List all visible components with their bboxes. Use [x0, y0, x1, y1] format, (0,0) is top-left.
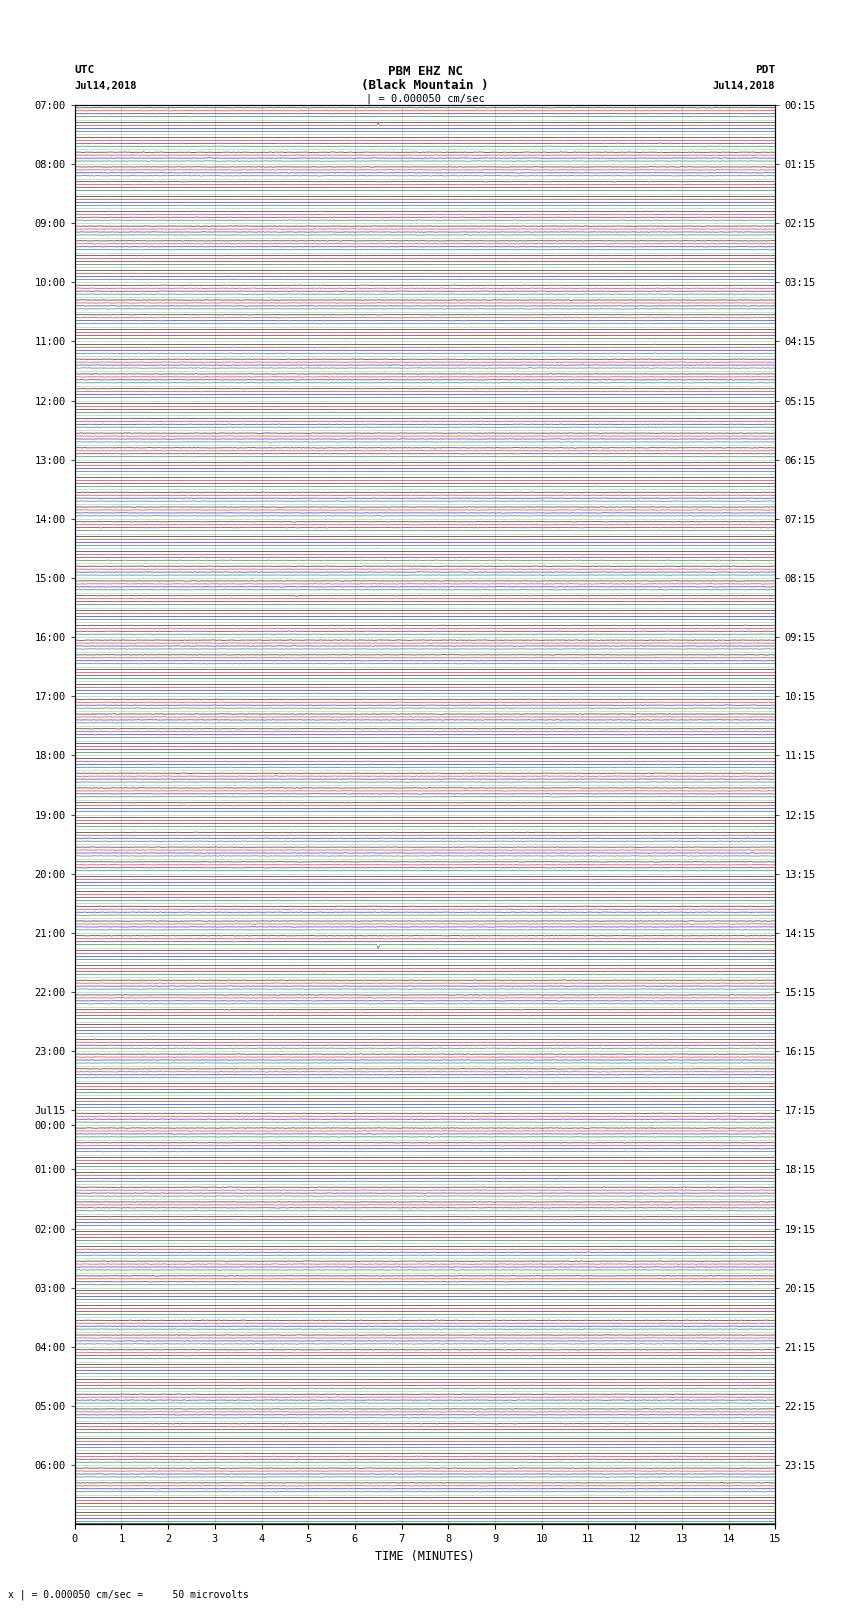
Text: (Black Mountain ): (Black Mountain ) [361, 79, 489, 92]
Text: PDT: PDT [755, 65, 775, 74]
Text: Jul14,2018: Jul14,2018 [75, 81, 138, 90]
Text: Jul14,2018: Jul14,2018 [712, 81, 775, 90]
Text: x | = 0.000050 cm/sec =     50 microvolts: x | = 0.000050 cm/sec = 50 microvolts [8, 1589, 249, 1600]
X-axis label: TIME (MINUTES): TIME (MINUTES) [375, 1550, 475, 1563]
Text: | = 0.000050 cm/sec: | = 0.000050 cm/sec [366, 94, 484, 105]
Text: PBM EHZ NC: PBM EHZ NC [388, 65, 462, 77]
Text: UTC: UTC [75, 65, 95, 74]
